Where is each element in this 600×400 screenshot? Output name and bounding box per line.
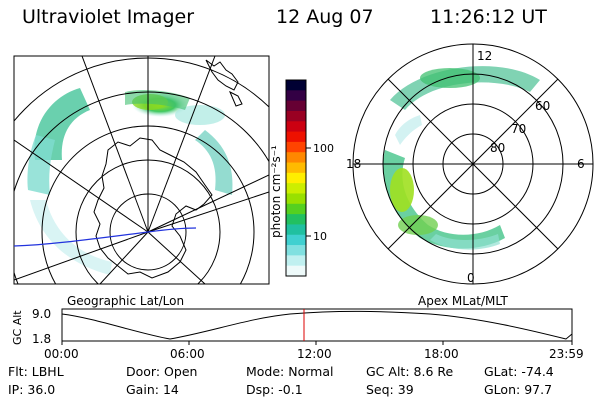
mlat-label-70: 70 — [511, 122, 526, 136]
footer-glat: GLat: -74.4 — [484, 364, 554, 379]
island-outline — [229, 90, 243, 107]
colorbar-stripe — [286, 203, 306, 215]
app-title: Ultraviolet Imager — [22, 6, 195, 28]
colorbar-stripe — [286, 214, 306, 226]
colorbar-stripe — [286, 255, 306, 267]
mlat-label-80: 80 — [490, 141, 505, 155]
colorbar-stripe — [286, 172, 306, 184]
mlt-label-noon: 12 — [477, 49, 492, 63]
colorbar-unit-label: photon cm⁻²s⁻¹ — [269, 145, 283, 238]
timeline-xtick-1200: 12:00 — [297, 347, 332, 361]
geographic-panel-frame — [13, 55, 270, 285]
colorbar-stripe — [286, 162, 306, 174]
dsp-value: -0.1 — [278, 382, 303, 397]
footer-ip: IP: 36.0 — [8, 382, 56, 397]
colorbar-label-10: 10 — [313, 230, 327, 243]
geographic-map-panel — [13, 55, 270, 285]
colorbar-stripe — [286, 110, 306, 122]
timeline-frame — [61, 308, 573, 342]
colorbar-gradient — [286, 80, 306, 277]
mode-value: Normal — [288, 364, 334, 379]
timeline-ytick-min: 1.8 — [32, 332, 51, 346]
ip-value: 36.0 — [27, 382, 56, 397]
colorbar-stripe — [286, 152, 306, 164]
footer-mode: Mode: Normal — [246, 364, 334, 379]
altitude-curve — [61, 310, 573, 340]
mlt-label-dawn: 6 — [577, 157, 585, 171]
gc-alt-value: 8.6 Re — [413, 364, 454, 379]
footer-seq: Seq: 39 — [366, 382, 414, 397]
colorbar: 100 10 photon cm⁻²s⁻¹ — [269, 79, 334, 277]
timeline-xtick-0600: 06:00 — [170, 347, 205, 361]
mlt-meridians — [353, 44, 593, 284]
gain-value: 14 — [162, 382, 179, 397]
mlat-label-60: 60 — [535, 99, 550, 113]
filter-value: LBHL — [31, 364, 64, 379]
colorbar-stripe — [286, 265, 306, 277]
footer-gain: Gain: 14 — [126, 382, 179, 397]
footer-dsp: Dsp: -0.1 — [246, 382, 303, 397]
magnetic-caption: Apex MLat/MLT — [418, 294, 508, 308]
seq-value: 39 — [397, 382, 414, 397]
colorbar-stripe — [286, 131, 306, 143]
colorbar-stripe — [286, 90, 306, 102]
colorbar-stripe — [286, 141, 306, 153]
antarctica-coastline — [93, 137, 213, 279]
coastline-fragment — [205, 59, 239, 91]
footer-gc-alt: GC Alt: 8.6 Re — [366, 364, 454, 379]
colorbar-frame — [285, 79, 307, 277]
colorbar-stripe — [286, 234, 306, 246]
colorbar-stripe — [286, 183, 306, 195]
colorbar-stripe — [286, 245, 306, 256]
magnetic-polar-panel: 12 0 18 6 60 70 80 — [346, 43, 594, 285]
timeline-axis-label: GC Alt — [11, 310, 24, 345]
mlt-label-midnight: 0 — [467, 271, 475, 285]
observation-date: 12 Aug 07 — [276, 6, 374, 28]
colorbar-label-100: 100 — [313, 142, 334, 155]
timeline-ytick-max: 9.0 — [32, 307, 51, 321]
colorbar-stripe — [286, 121, 306, 133]
orbit-timeline: GC Alt 9.0 1.8 00:00 06:00 12:00 18:00 2… — [11, 307, 584, 361]
colorbar-stripe — [286, 224, 306, 236]
colorbar-stripe — [286, 100, 306, 112]
terminator-line — [14, 227, 197, 247]
timeline-xtick-0000: 00:00 — [44, 347, 79, 361]
footer-glon: GLon: 97.7 — [484, 382, 553, 397]
door-value: Open — [164, 364, 198, 379]
timeline-xtick-1800: 18:00 — [424, 347, 459, 361]
timeline-xtick-2359: 23:59 — [549, 347, 584, 361]
mlt-label-dusk: 18 — [346, 157, 361, 171]
geographic-caption: Geographic Lat/Lon — [67, 294, 184, 308]
footer-filter: Flt: LBHL — [8, 364, 64, 379]
observation-time: 11:26:12 UT — [430, 6, 547, 28]
colorbar-stripe — [286, 193, 306, 205]
geographic-aurora-oval — [27, 88, 233, 275]
magnetic-aurora-oval — [383, 66, 540, 250]
glat-value: -74.4 — [521, 364, 554, 379]
glon-value: 97.7 — [524, 382, 553, 397]
colorbar-stripe — [286, 80, 306, 91]
footer-door: Door: Open — [126, 364, 198, 379]
